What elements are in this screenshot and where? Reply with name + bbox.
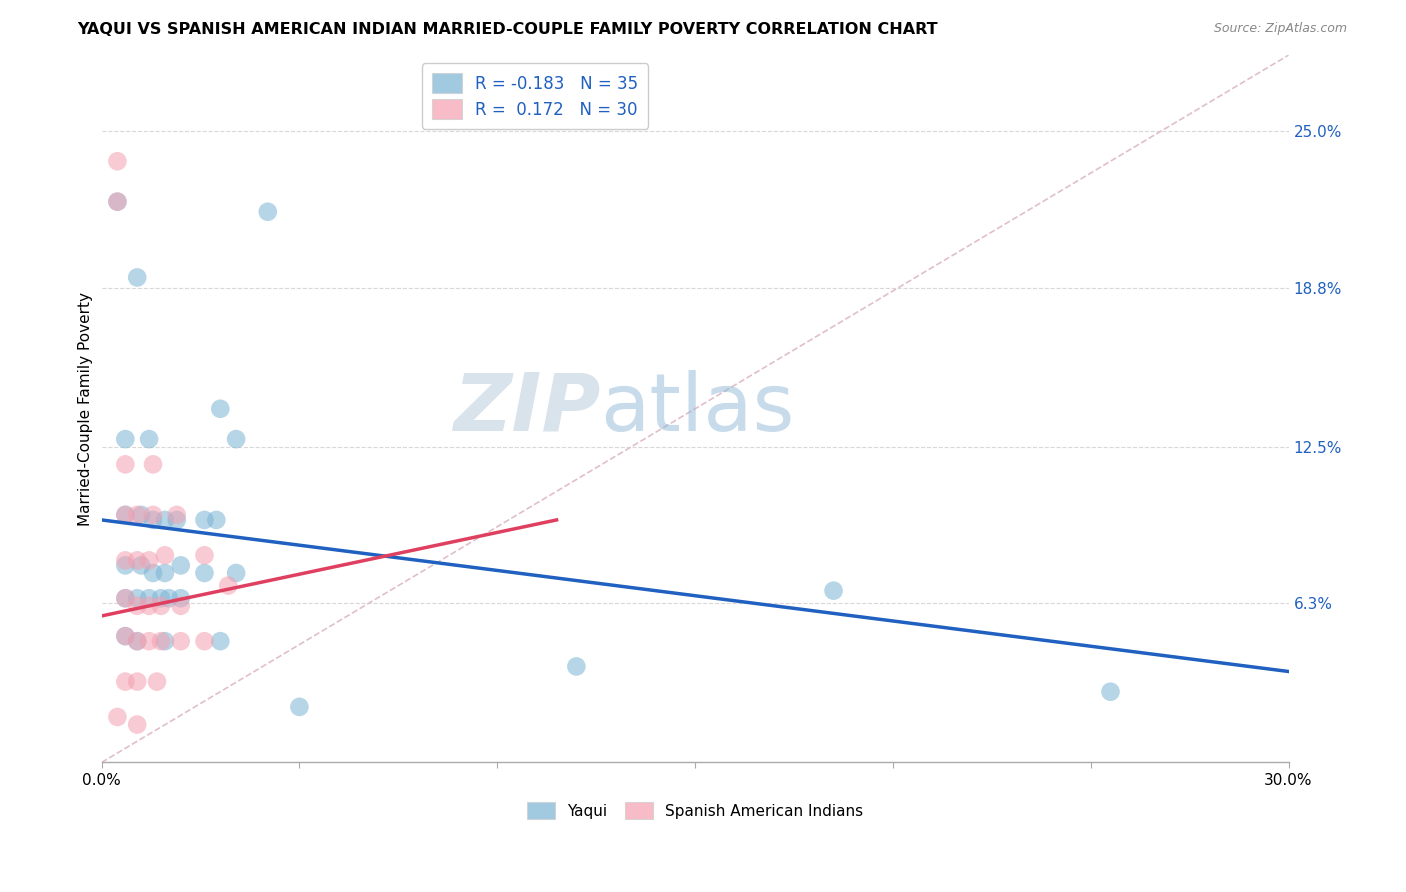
- Point: [153, 549, 176, 563]
- Point: [823, 583, 845, 598]
- Point: [170, 558, 193, 573]
- Point: [114, 674, 136, 689]
- Point: [153, 513, 176, 527]
- Point: [565, 659, 588, 673]
- Point: [142, 508, 165, 522]
- Legend: Yaqui, Spanish American Indians: Yaqui, Spanish American Indians: [522, 796, 869, 825]
- Point: [205, 513, 228, 527]
- Point: [193, 549, 215, 563]
- Point: [170, 599, 193, 613]
- Point: [166, 508, 188, 522]
- Point: [114, 591, 136, 606]
- Point: [142, 458, 165, 472]
- Point: [129, 508, 152, 522]
- Point: [256, 204, 278, 219]
- Point: [127, 591, 149, 606]
- Point: [114, 508, 136, 522]
- Point: [129, 558, 152, 573]
- Point: [127, 634, 149, 648]
- Point: [149, 591, 172, 606]
- Point: [166, 513, 188, 527]
- Point: [138, 553, 160, 567]
- Point: [127, 634, 149, 648]
- Text: atlas: atlas: [600, 370, 794, 448]
- Point: [127, 270, 149, 285]
- Point: [114, 558, 136, 573]
- Text: Source: ZipAtlas.com: Source: ZipAtlas.com: [1213, 22, 1347, 36]
- Point: [138, 634, 160, 648]
- Point: [170, 634, 193, 648]
- Point: [157, 591, 180, 606]
- Point: [114, 591, 136, 606]
- Point: [170, 591, 193, 606]
- Point: [138, 599, 160, 613]
- Point: [107, 154, 129, 169]
- Point: [153, 566, 176, 580]
- Point: [127, 553, 149, 567]
- Point: [146, 674, 169, 689]
- Point: [217, 579, 239, 593]
- Point: [225, 566, 247, 580]
- Point: [114, 508, 136, 522]
- Point: [114, 432, 136, 446]
- Point: [225, 432, 247, 446]
- Point: [138, 432, 160, 446]
- Point: [153, 634, 176, 648]
- Point: [142, 513, 165, 527]
- Point: [114, 629, 136, 643]
- Point: [138, 591, 160, 606]
- Point: [127, 599, 149, 613]
- Point: [114, 629, 136, 643]
- Point: [127, 717, 149, 731]
- Point: [288, 699, 311, 714]
- Point: [127, 508, 149, 522]
- Y-axis label: Married-Couple Family Poverty: Married-Couple Family Poverty: [79, 292, 93, 525]
- Point: [107, 710, 129, 724]
- Point: [114, 458, 136, 472]
- Point: [193, 566, 215, 580]
- Point: [107, 194, 129, 209]
- Point: [193, 634, 215, 648]
- Point: [209, 634, 232, 648]
- Point: [114, 553, 136, 567]
- Text: YAQUI VS SPANISH AMERICAN INDIAN MARRIED-COUPLE FAMILY POVERTY CORRELATION CHART: YAQUI VS SPANISH AMERICAN INDIAN MARRIED…: [77, 22, 938, 37]
- Point: [149, 634, 172, 648]
- Point: [149, 599, 172, 613]
- Point: [193, 513, 215, 527]
- Text: ZIP: ZIP: [453, 370, 600, 448]
- Point: [1099, 684, 1122, 698]
- Point: [142, 566, 165, 580]
- Point: [209, 401, 232, 416]
- Point: [107, 194, 129, 209]
- Point: [127, 674, 149, 689]
